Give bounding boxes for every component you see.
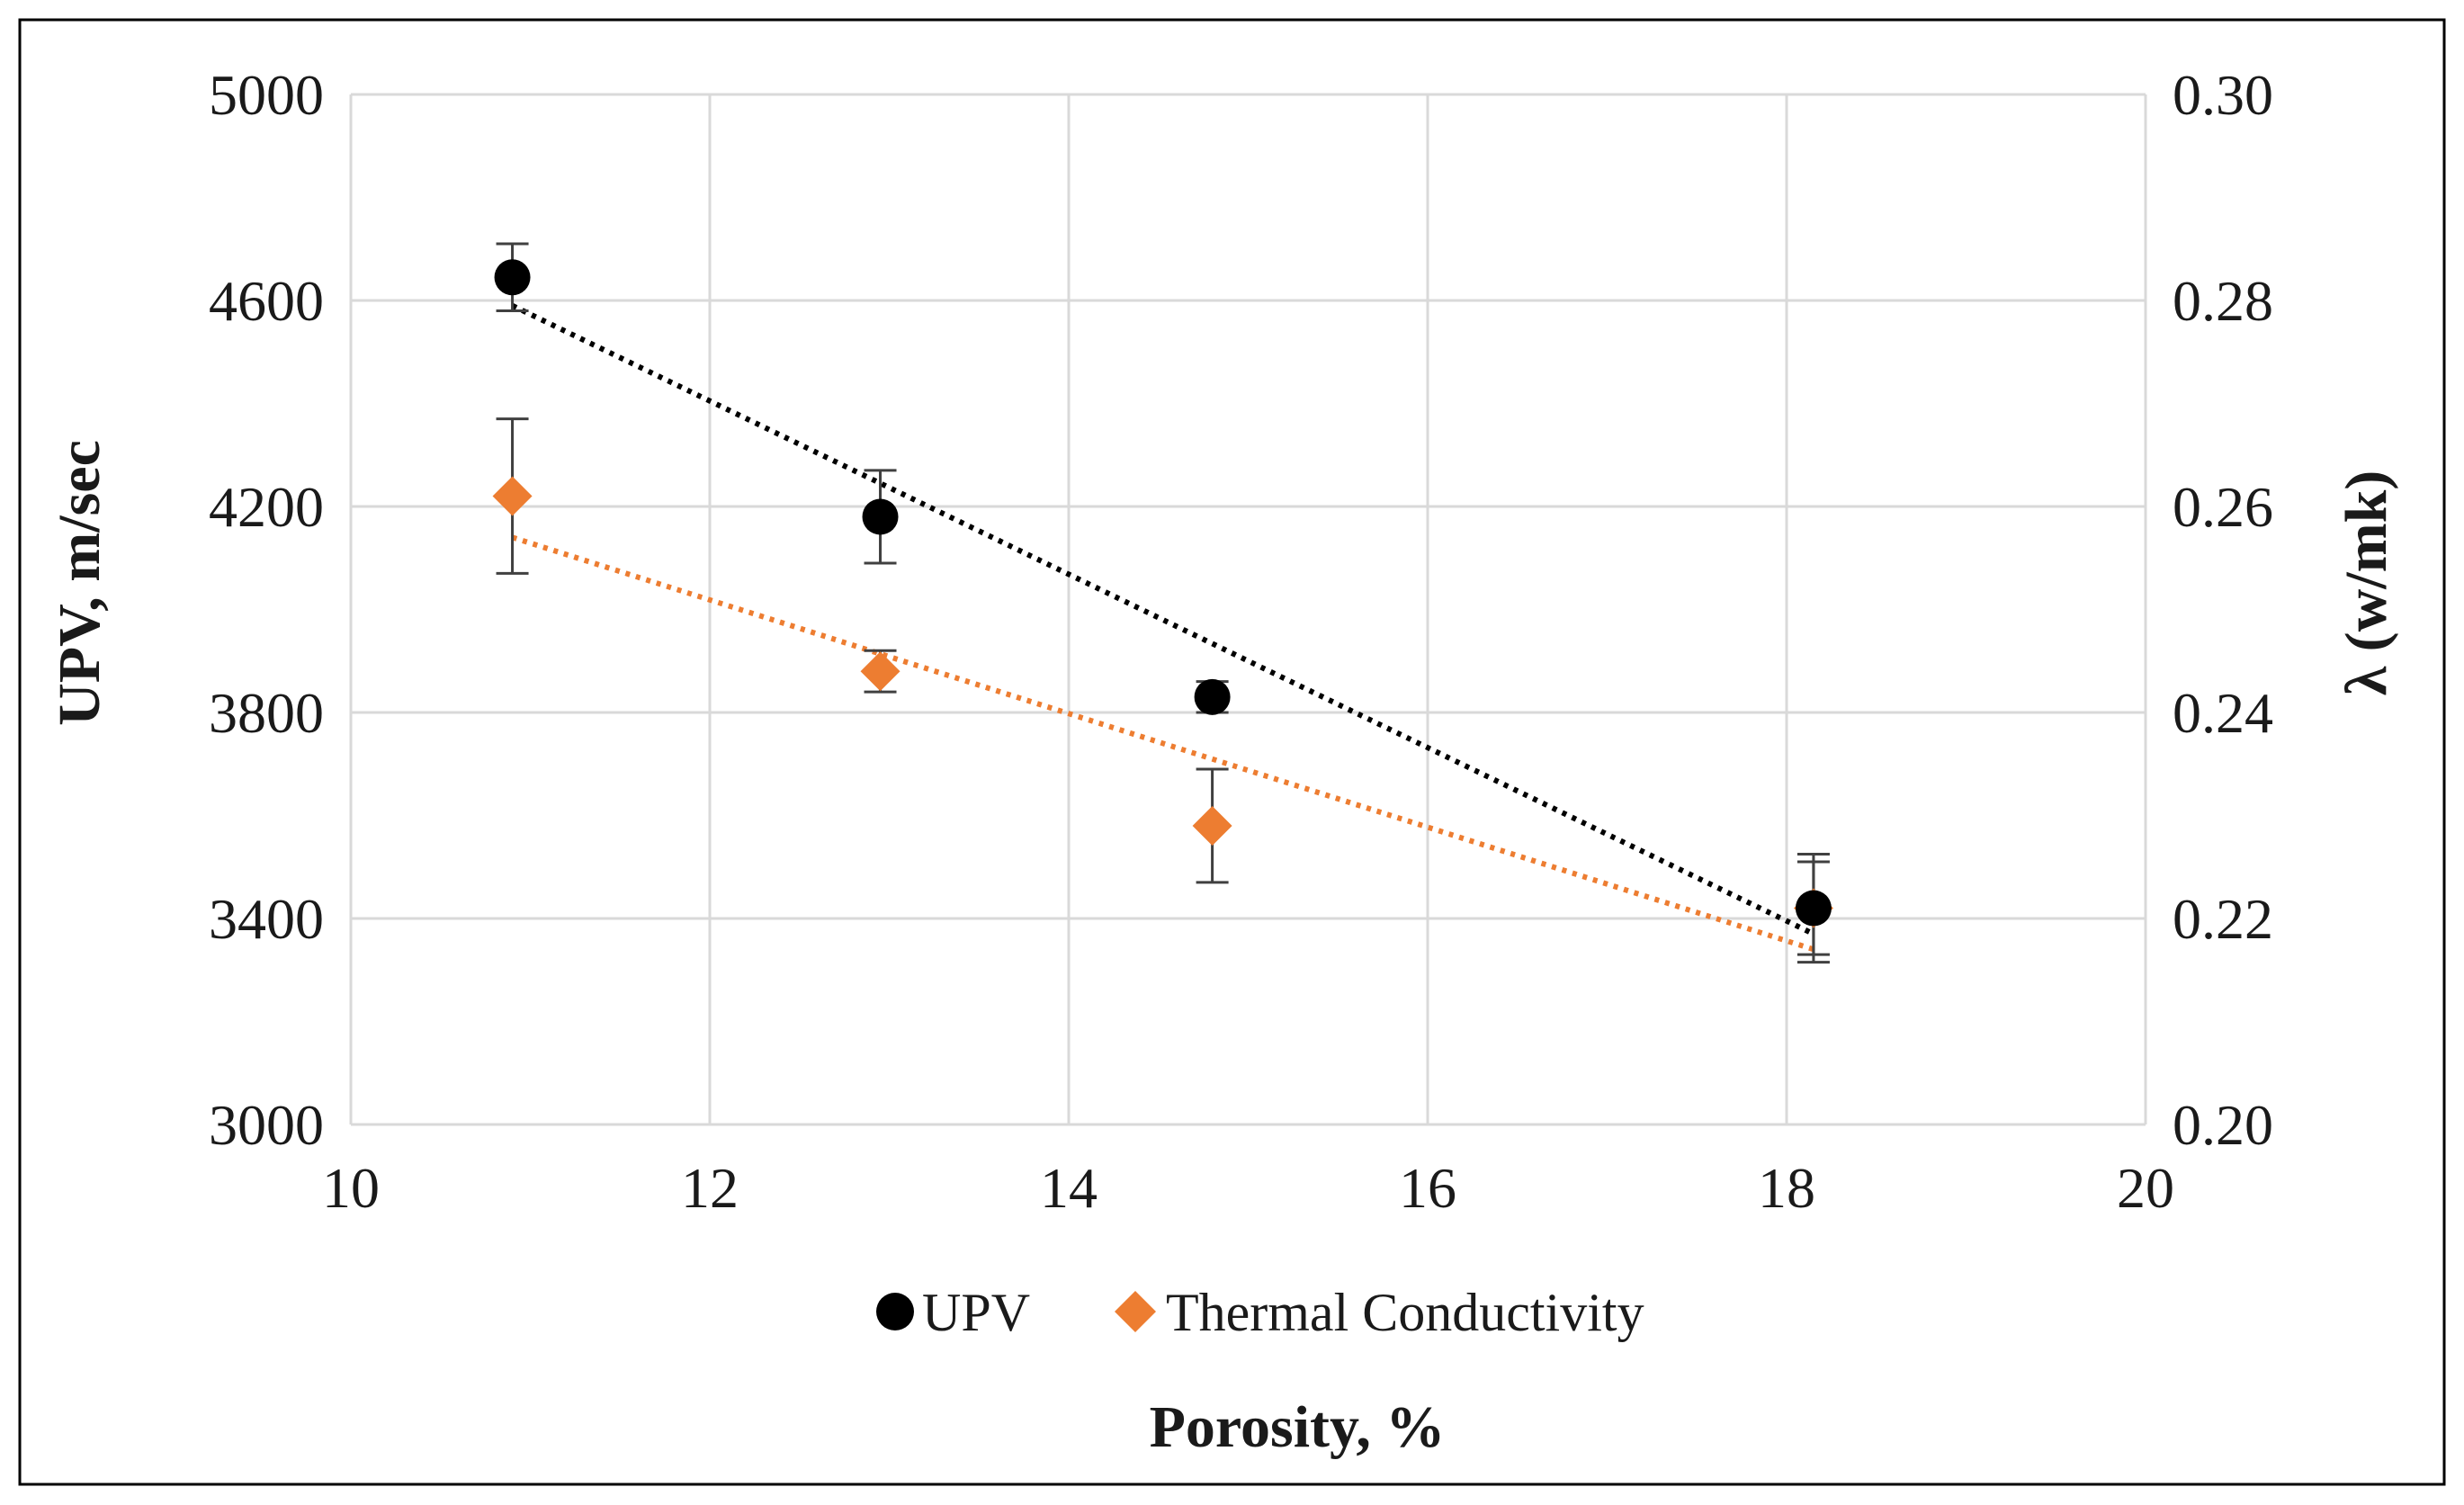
y2-tick-label: 0.20 — [2173, 1093, 2273, 1157]
y2-tick-label: 0.28 — [2173, 269, 2273, 333]
grid — [349, 93, 2147, 1126]
x-tick-label: 18 — [1758, 1156, 1815, 1220]
data-point-thermal — [492, 476, 533, 516]
data-point-thermal — [1192, 805, 1232, 846]
y2-axis-title: λ (w/mk) — [2334, 470, 2399, 696]
tick-labels: 3000 0.20 3400 0.22 3800 0.24 4200 0.26 4600 0.28… — [209, 63, 2273, 1220]
trendline — [511, 303, 1815, 936]
legend-label-upv: UPV — [922, 1283, 1030, 1342]
data-point-upv — [494, 259, 531, 296]
y-axis-title: UPV, m/sec — [47, 440, 112, 726]
markers — [492, 259, 1833, 928]
legend-label-thermal: Thermal Conductivity — [1166, 1283, 1644, 1342]
x-tick-label: 10 — [322, 1156, 380, 1220]
x-tick-label: 20 — [2117, 1156, 2174, 1220]
x-tick-label: 14 — [1040, 1156, 1098, 1220]
y2-tick-label: 0.24 — [2173, 681, 2273, 745]
legend: UPV Thermal Conductivity — [876, 1283, 1644, 1342]
y-tick-label: 3000 — [209, 1093, 324, 1157]
y-tick-label: 3400 — [209, 887, 324, 951]
y-tick-label: 4600 — [209, 269, 324, 333]
y2-tick-label: 0.22 — [2173, 887, 2273, 951]
y-tick-label: 4200 — [209, 475, 324, 539]
y2-tick-label: 0.26 — [2173, 475, 2273, 539]
x-tick-label: 12 — [681, 1156, 739, 1220]
trendline — [511, 534, 1814, 953]
x-tick-label: 16 — [1399, 1156, 1456, 1220]
x-axis-title: Porosity, % — [1150, 1394, 1446, 1460]
y-tick-label: 3800 — [209, 681, 324, 745]
y2-tick-label: 0.30 — [2173, 63, 2273, 127]
data-point-thermal — [860, 651, 900, 692]
data-point-upv — [1795, 890, 1832, 927]
data-point-upv — [862, 498, 899, 535]
data-point-upv — [1194, 678, 1231, 715]
chart-border — [18, 18, 2446, 1486]
legend-marker-thermal — [1115, 1291, 1156, 1332]
trendlines — [511, 303, 1815, 953]
legend-marker-upv — [876, 1293, 914, 1330]
y-tick-label: 5000 — [209, 63, 324, 127]
